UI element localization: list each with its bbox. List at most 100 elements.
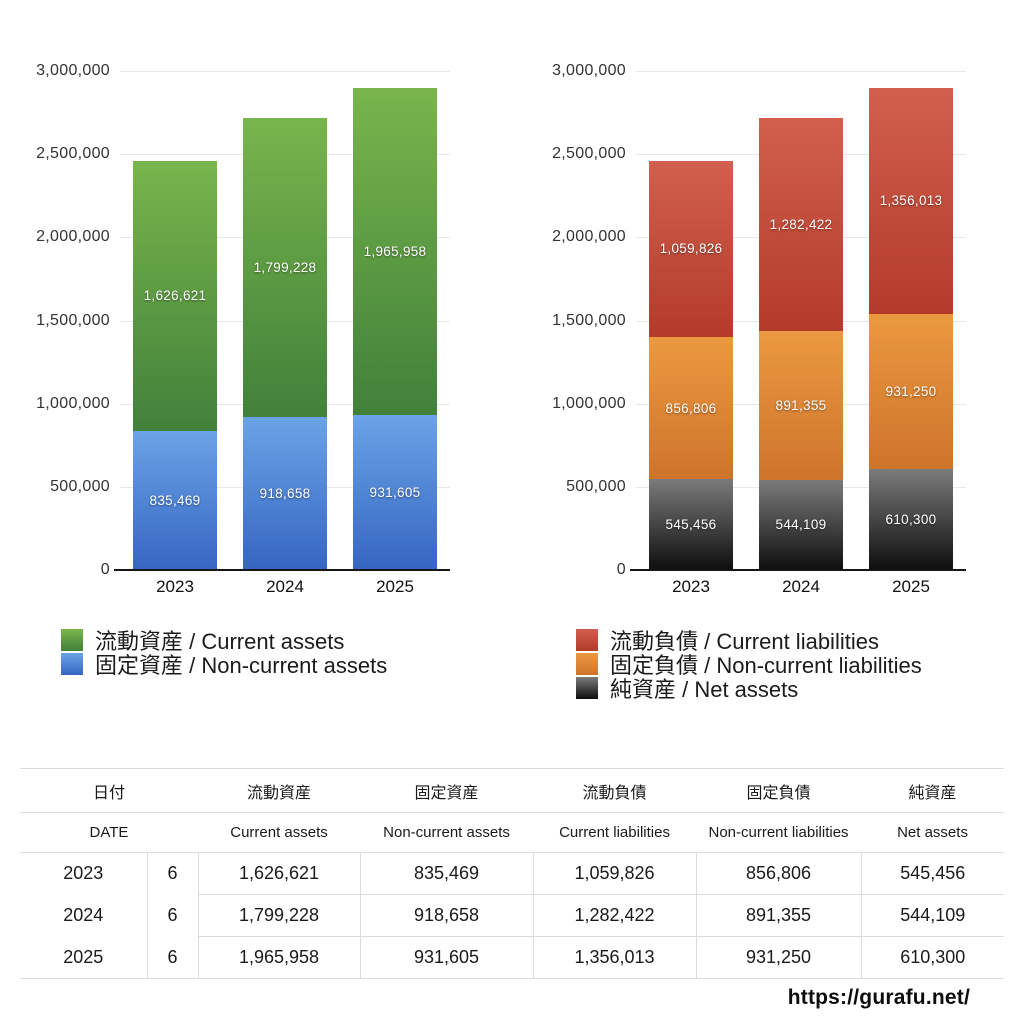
bar-segment: 545,456: [649, 479, 733, 570]
site-url: https://gurafu.net/: [787, 986, 970, 1009]
row-month: 6: [167, 905, 178, 925]
gridline: [120, 71, 450, 72]
liabilities-chart: 3,000,000 2,500,000 2,000,000 1,500,000 1,00…: [534, 62, 986, 611]
stacked-bar-2024: 1,282,422 891,355 544,109: [759, 71, 843, 570]
bar-value-label: 835,469: [149, 493, 201, 509]
row-value: 931,605: [359, 936, 534, 979]
legend-item: 流動資産 / Current assets: [61, 628, 387, 654]
stacked-bar-2023: 1,626,621 835,469: [133, 71, 217, 570]
x-axis-line: [114, 569, 450, 571]
bar-segment: 610,300: [869, 468, 953, 570]
legend-label: 流動負債 / Current liabilities: [610, 629, 879, 654]
bar-segment: 1,282,422: [759, 117, 843, 332]
row-value: 1,965,958: [197, 936, 361, 979]
header-non-current-assets-jp: 固定資産: [360, 768, 534, 813]
bar-value-label: 931,605: [369, 485, 421, 501]
y-axis-tick: 0: [616, 561, 626, 578]
bar-segment: 1,356,013: [869, 88, 953, 314]
gridline: [636, 71, 966, 72]
y-axis-tick: 1,500,000: [552, 311, 626, 329]
header-date-jp: 日付: [20, 768, 199, 813]
header-net-assets-jp: 純資産: [861, 768, 1005, 813]
x-axis-label: 2023: [156, 577, 194, 596]
assets-chart: 3,000,000 2,500,000 2,000,000 1,500,000 1,00…: [18, 62, 470, 611]
legend-swatch-icon: [61, 653, 83, 675]
row-value: 545,456: [860, 852, 1005, 895]
table-body: 2023 6 1,626,621 835,469 1,059,826 856,806 545…: [20, 852, 1005, 979]
row-value: 1,282,422: [532, 894, 697, 937]
legend-label: 純資産 / Net assets: [610, 677, 799, 702]
row-year: 2024: [20, 894, 148, 937]
bar-segment: 856,806: [649, 336, 733, 480]
legend-item: 流動負債 / Current liabilities: [576, 628, 922, 654]
legend-label: 固定負債 / Non-current liabilities: [610, 653, 922, 678]
bar-segment: 1,626,621: [133, 160, 217, 432]
bar-value-label: 918,658: [259, 486, 311, 502]
bar-segment: 1,059,826: [649, 160, 733, 337]
y-axis-tick: 3,000,000: [552, 62, 626, 79]
row-value: 1,626,621: [197, 852, 361, 895]
y-axis-tick: 1,000,000: [36, 394, 110, 412]
stacked-bar-2025: 1,965,958 931,605: [353, 71, 437, 570]
legend-swatch-icon: [576, 677, 598, 699]
plot: 1,059,826 856,806 545,456 1,282,422 891,355 5…: [630, 71, 966, 571]
header-net-assets-en: Net assets: [861, 812, 1005, 853]
row-value: 918,658: [359, 894, 534, 937]
x-axis-label: 2025: [892, 577, 930, 596]
bar-segment: 891,355: [759, 331, 843, 480]
x-labels: 2023 2024 2025: [636, 577, 966, 597]
bar-value-label: 1,626,621: [143, 288, 207, 304]
row-value: 856,806: [695, 852, 862, 895]
bars: 1,059,826 856,806 545,456 1,282,422 891,355 5…: [636, 71, 966, 570]
bar-value-label: 891,355: [775, 397, 827, 413]
bar-segment: 931,605: [353, 415, 437, 570]
stacked-bar-2023: 1,059,826 856,806 545,456: [649, 71, 733, 570]
bar-segment: 835,469: [133, 431, 217, 570]
y-axis-tick: 2,000,000: [36, 228, 110, 246]
y-axis-tick: 500,000: [566, 477, 626, 495]
stacked-bar-2025: 1,356,013 931,250 610,300: [869, 71, 953, 570]
y-axis-tick: 2,500,000: [36, 145, 110, 163]
row-month: 6: [167, 863, 178, 884]
x-axis-label: 2024: [782, 577, 820, 596]
legend-item: 固定負債 / Non-current liabilities: [576, 652, 922, 678]
legend-swatch-icon: [576, 653, 598, 675]
row-year: 2025: [20, 936, 148, 979]
bar-value-label: 1,799,228: [253, 260, 317, 276]
header-current-assets-jp: 流動資産: [198, 768, 361, 813]
table-row: 2023 6 1,626,621 835,469 1,059,826 856,806 545…: [20, 852, 1005, 895]
header-non-current-liabilities-en: Non-current liabilities: [696, 812, 862, 853]
x-axis-label: 2025: [376, 577, 414, 596]
bar-segment: 544,109: [759, 479, 843, 570]
table-row: 2025 6 1,965,958 931,605 1,356,013 931,250 610…: [20, 936, 1005, 979]
row-value: 610,300: [860, 936, 1005, 979]
bar-segment: 931,250: [869, 313, 953, 469]
bar-value-label: 545,456: [665, 517, 717, 533]
y-axis-tick: 3,000,000: [36, 62, 110, 79]
y-axis-tick: 2,500,000: [552, 145, 626, 163]
row-value: 835,469: [359, 852, 534, 895]
legend-swatch-icon: [61, 629, 83, 651]
bar-segment: 918,658: [243, 417, 327, 570]
bar-value-label: 544,109: [775, 517, 827, 533]
y-axis-tick: 1,000,000: [552, 394, 626, 412]
bar-value-label: 1,282,422: [769, 217, 833, 233]
legend-item: 固定資産 / Non-current assets: [61, 652, 387, 678]
bar-segment: 1,965,958: [353, 88, 437, 416]
y-axis-tick: 2,000,000: [552, 228, 626, 246]
bar-value-label: 931,250: [885, 383, 937, 399]
table-row: 2024 6 1,799,228 918,658 1,282,422 891,355 544…: [20, 894, 1005, 937]
x-axis-label: 2024: [266, 577, 304, 596]
liabilities-legend: 流動負債 / Current liabilities 固定負債 / Non-cur…: [576, 628, 922, 702]
row-value: 931,250: [695, 936, 862, 979]
row-month: 6: [147, 936, 199, 979]
x-labels: 2023 2024 2025: [120, 577, 450, 597]
row-year: 2023: [20, 852, 148, 895]
header-current-assets-en: Current assets: [198, 812, 361, 853]
bar-value-label: 1,965,958: [363, 244, 427, 260]
y-axis: 3,000,000 2,500,000 2,000,000 1,500,000 1,00…: [534, 62, 626, 578]
header-non-current-liabilities-jp: 固定負債: [696, 768, 862, 813]
legend-item: 純資産 / Net assets: [576, 676, 922, 702]
row-value: 1,059,826: [532, 852, 697, 895]
